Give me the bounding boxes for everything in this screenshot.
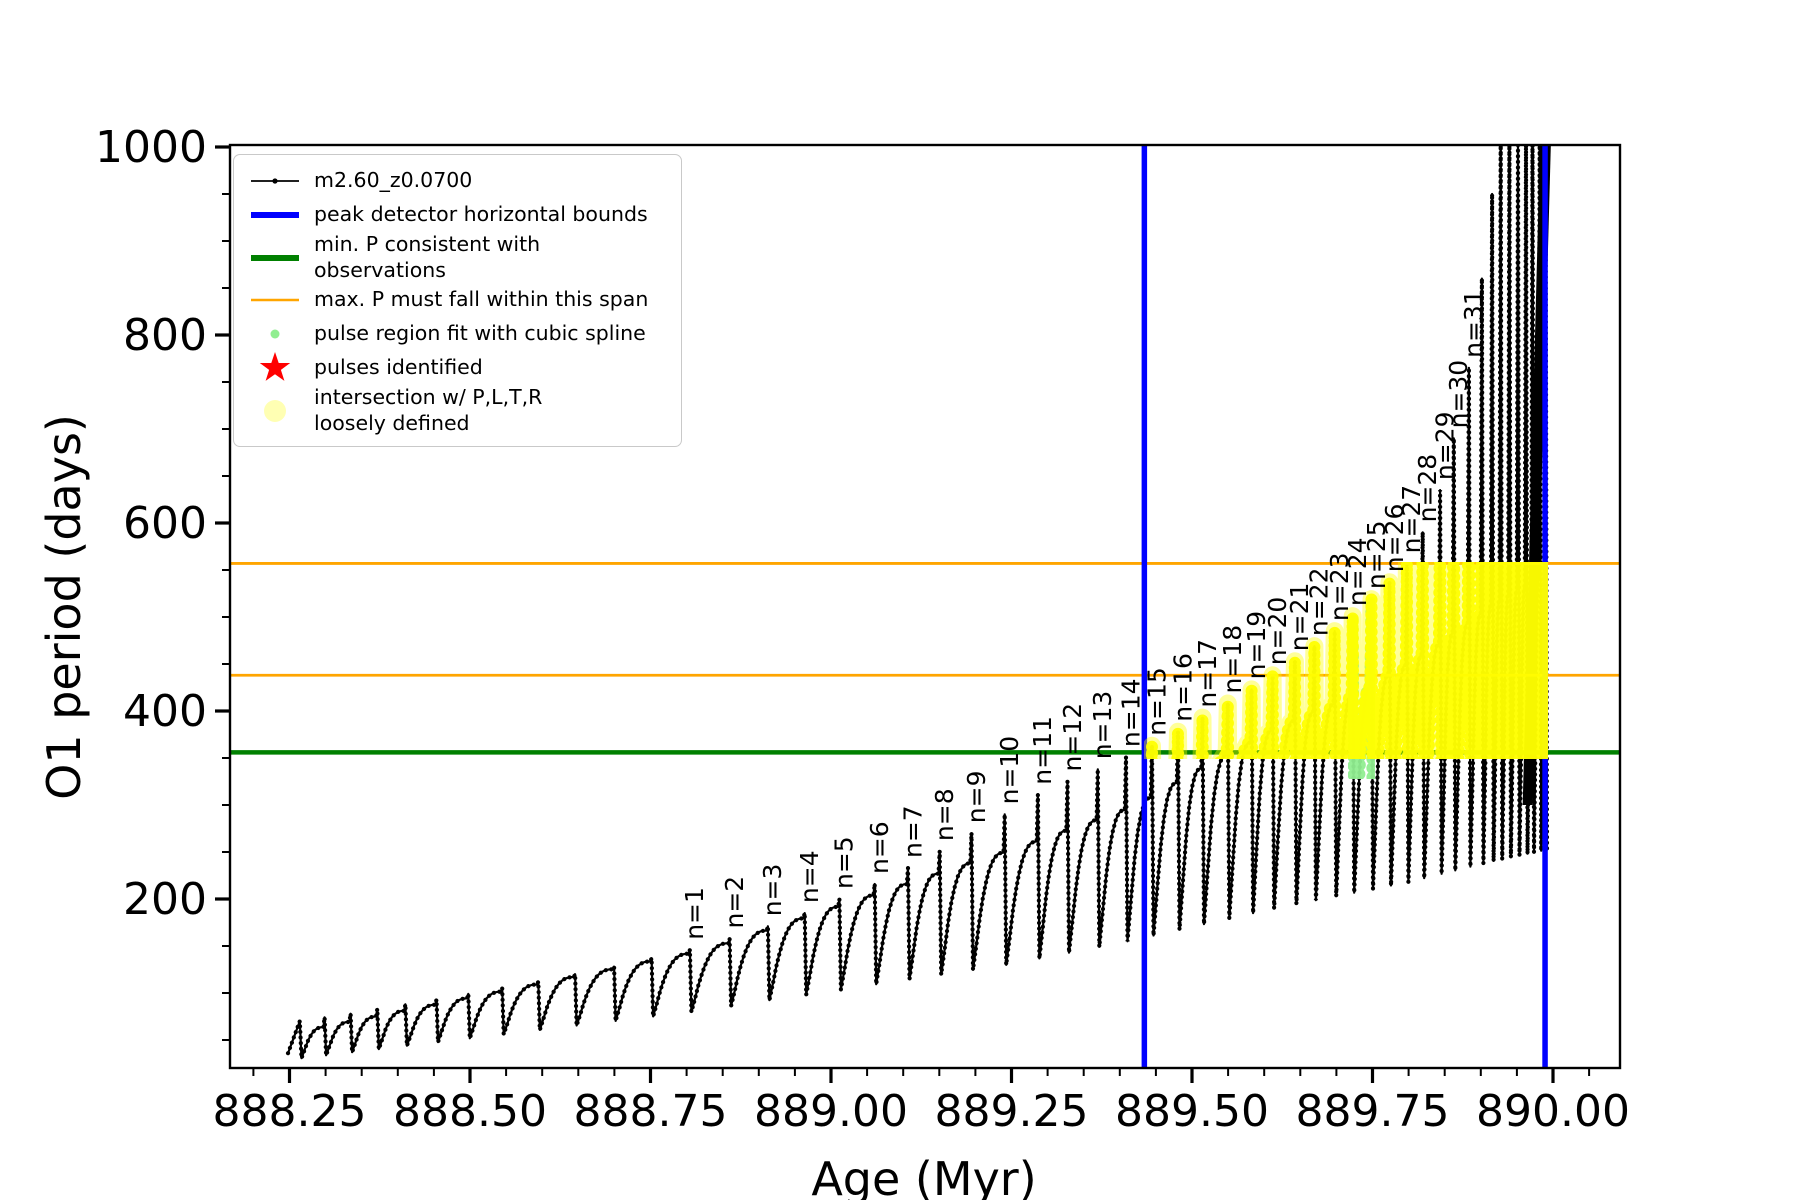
orange-span-icon: [246, 283, 304, 317]
green-min-line-icon: [246, 241, 304, 275]
pulse-label-n2: n=2: [720, 876, 749, 929]
pulse-label-n20: n=20: [1263, 597, 1292, 666]
pulse-label-n14: n=14: [1116, 678, 1145, 747]
pulse-label-n19: n=19: [1242, 611, 1271, 680]
overlay-scatter: [1144, 562, 1548, 779]
pulse-label-n26: n=26: [1380, 504, 1409, 573]
y-tick-label: 600: [123, 498, 207, 549]
pulse-label-n11: n=11: [1028, 716, 1057, 785]
pulse-label-n16: n=16: [1168, 653, 1197, 722]
pulse-label-n25: n=25: [1362, 520, 1391, 589]
plot-border: [228, 143, 1622, 1070]
pulse-label-n8: n=8: [930, 788, 959, 841]
pulse-label-n12: n=12: [1058, 703, 1087, 772]
y-tick-label: 800: [123, 310, 207, 361]
pulse-label-n15: n=15: [1142, 667, 1171, 736]
pulse-star-icon: [246, 351, 304, 385]
spline-dot-icon: [246, 317, 304, 351]
x-tick-label: 888.50: [393, 1086, 547, 1137]
legend-entry: pulses identified: [246, 351, 669, 385]
pulse-label-n9: n=9: [962, 770, 991, 823]
x-tick-label: 889.50: [1115, 1086, 1269, 1137]
legend-entry-label: min. P consistent with observations: [314, 232, 541, 282]
x-tick-label: 889.00: [754, 1086, 908, 1137]
pulse-label-n24: n=24: [1343, 537, 1372, 606]
y-axis-label: O1 period (days): [37, 414, 91, 800]
evolution-track-markers: [285, 145, 1550, 1059]
pulse-label-n29: n=29: [1430, 411, 1459, 480]
x-axis-label: Age (Myr): [811, 1152, 1036, 1200]
pulse-label-n31: n=31: [1459, 289, 1488, 358]
pulse-label-n4: n=4: [795, 850, 824, 903]
legend-entry-label: pulses identified: [314, 355, 483, 380]
intersection-dot-chain: [1145, 562, 1548, 759]
pulse-label-n22: n=22: [1305, 567, 1334, 636]
pulse-label-n21: n=21: [1285, 583, 1314, 652]
legend-entry: pulse region fit with cubic spline: [246, 317, 669, 351]
pulse-label-n23: n=23: [1325, 552, 1354, 621]
x-tick-label: 890.00: [1476, 1086, 1630, 1137]
legend-entry: max. P must fall within this span: [246, 283, 669, 317]
legend-entry-label: m2.60_z0.0700: [314, 168, 473, 193]
track-line-icon: [246, 164, 304, 198]
legend-entry-label: pulse region fit with cubic spline: [314, 321, 646, 346]
pulse-label-n1: n=1: [680, 887, 709, 940]
legend-entry-label: peak detector horizontal bounds: [314, 202, 648, 227]
x-tick-label: 889.25: [935, 1086, 1089, 1137]
x-tick-label: 888.75: [574, 1086, 728, 1137]
blue-bounds-icon: [246, 198, 304, 232]
pulse-label-n18: n=18: [1218, 625, 1247, 694]
pulse-label-n5: n=5: [830, 836, 859, 889]
pulse-label-n7: n=7: [898, 805, 927, 858]
pulse-label-n10: n=10: [995, 736, 1024, 805]
pulse-label-n3: n=3: [758, 864, 787, 917]
pulse-label-n6: n=6: [865, 821, 894, 874]
legend-entry: intersection w/ P,L,T,R loosely defined: [246, 385, 669, 436]
axis-tick-labels: 888.25 888.50 888.75 889.00 889.25 889.50 889.…: [95, 122, 1630, 1137]
pulse-label-n27: n=27: [1397, 485, 1426, 554]
pulse-label-n28: n=28: [1413, 454, 1442, 523]
x-tick-label: 888.25: [213, 1086, 367, 1137]
y-tick-label: 200: [123, 874, 207, 925]
legend-entry: peak detector horizontal bounds: [246, 198, 669, 232]
intersection-dot-icon: [246, 394, 304, 428]
pulse-label-n30: n=30: [1444, 360, 1473, 429]
legend-entry-label: max. P must fall within this span: [314, 287, 649, 312]
pulse-number-labels: n=1 n=2 n=3 n=4 n=5 n=6 n=7 n=8 n=9 n=10 n=11 n=12 n…: [680, 289, 1488, 940]
y-tick-label: 1000: [95, 122, 207, 173]
pulse-label-n13: n=13: [1088, 691, 1117, 760]
legend-entry: m2.60_z0.0700: [246, 164, 669, 198]
x-tick-label: 889.75: [1296, 1086, 1450, 1137]
axis-ticks: [215, 145, 1591, 1083]
pulse-label-n17: n=17: [1193, 639, 1222, 708]
intersection-dots: [1144, 562, 1548, 759]
legend-entry: min. P consistent with observations: [246, 232, 669, 283]
legend-entry-label: intersection w/ P,L,T,R loosely defined: [314, 385, 543, 435]
y-tick-label: 400: [123, 686, 207, 737]
